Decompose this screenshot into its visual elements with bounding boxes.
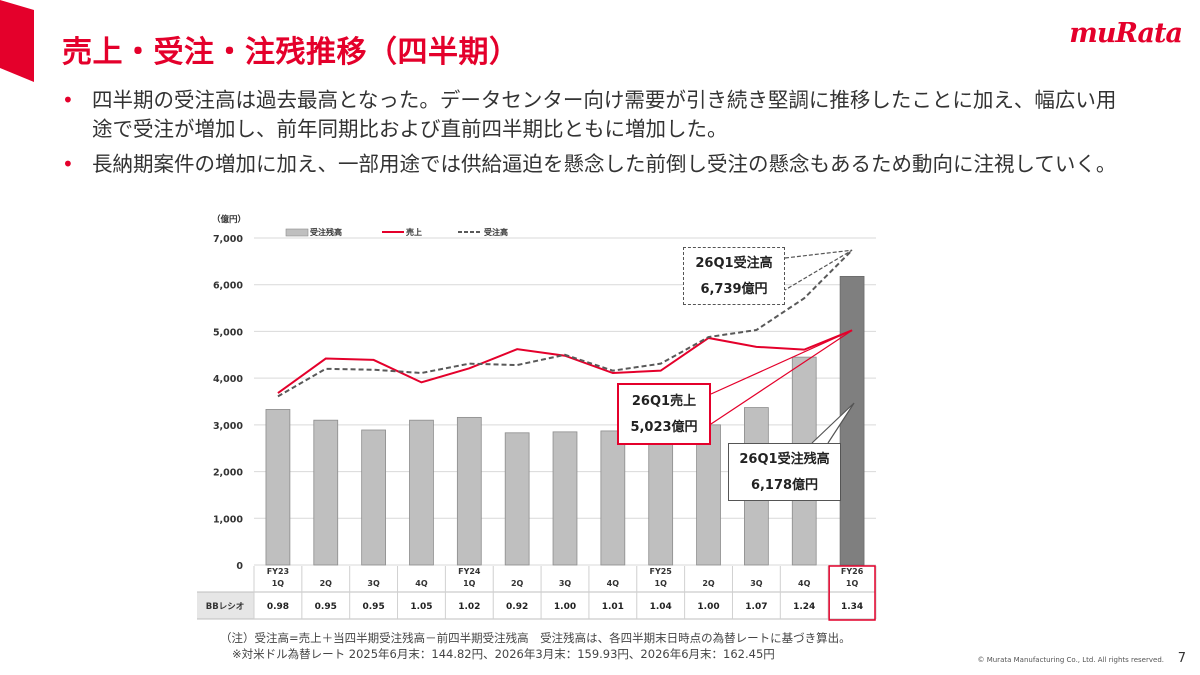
page-number: 7 — [1177, 651, 1186, 666]
x-quarter-label: 2Q — [511, 579, 524, 588]
bb-ratio-value: 1.34 — [841, 602, 863, 612]
backlog-bar — [361, 429, 386, 566]
callout-orders-leader — [784, 249, 853, 291]
bb-ratio-value: 1.01 — [602, 602, 624, 612]
x-quarter-label: 3Q — [750, 579, 763, 588]
y-tick-label: 0 — [236, 561, 243, 572]
x-quarter-label: 4Q — [798, 579, 811, 588]
x-quarter-label: 2Q — [320, 579, 333, 588]
callout-backlog: 26Q1受注残高 6,178億円 — [728, 443, 841, 501]
callout-sales-value: 5,023億円 — [630, 420, 698, 435]
latest-quarter-highlight — [828, 565, 876, 621]
callout-sales-title: 26Q1売上 — [631, 394, 697, 409]
sales-line — [277, 329, 853, 394]
bb-ratio-value: 1.00 — [554, 602, 576, 612]
x-quarter-label: 1Q — [272, 579, 285, 588]
y-tick-label: 4,000 — [213, 374, 243, 385]
corner-accent-shape — [0, 0, 34, 82]
y-tick-label: 1,000 — [213, 514, 243, 525]
legend-label-orders: 受注高 — [484, 227, 508, 237]
backlog-bar — [409, 419, 434, 566]
backlog-bar — [456, 416, 482, 566]
page-title: 売上・受注・注残推移（四半期） — [62, 35, 520, 70]
orders-line — [277, 249, 853, 398]
backlog-bar — [265, 409, 291, 566]
callout-orders-value: 6,739億円 — [700, 282, 768, 297]
x-quarter-label: 4Q — [607, 579, 620, 588]
x-fiscal-year-label: FY23 — [267, 567, 289, 576]
bb-ratio-value: 0.95 — [315, 602, 337, 612]
x-quarter-label: 3Q — [559, 579, 572, 588]
backlog-bar — [839, 275, 865, 566]
bullet-item-orders: 四半期の受注高は過去最高となった。データセンター向け需要が引き続き堅調に推移した… — [62, 86, 1132, 144]
backlog-bar — [648, 429, 674, 566]
backlog-bar — [313, 419, 339, 566]
bb-ratio-value: 0.95 — [363, 602, 385, 612]
backlog-bar — [552, 431, 578, 566]
bb-ratio-value: 1.07 — [745, 602, 767, 612]
x-quarter-label: 2Q — [702, 579, 715, 588]
bb-ratio-value: 1.05 — [410, 602, 432, 612]
bb-header-cell — [197, 592, 254, 619]
callout-backlog-value: 6,178億円 — [750, 478, 819, 493]
callout-sales: 26Q1売上 5,023億円 — [617, 383, 711, 445]
legend-label-backlog: 受注残高 — [310, 227, 342, 237]
x-quarter-label: 3Q — [367, 579, 380, 588]
y-tick-label: 2,000 — [213, 468, 243, 479]
x-fiscal-year-label: FY25 — [649, 567, 672, 576]
x-quarter-label: 4Q — [415, 579, 428, 588]
bb-ratio-value: 1.04 — [650, 602, 672, 612]
y-tick-label: 3,000 — [213, 421, 243, 432]
backlog-bar — [504, 432, 530, 566]
bb-ratio-value: 1.02 — [458, 602, 480, 612]
bullet-list: 四半期の受注高は過去最高となった。データセンター向け需要が引き続き堅調に推移した… — [62, 86, 1132, 185]
fx-rate-note: ※対米ドル為替レート 2025年6月末：144.82円、2026年3月末：159… — [232, 647, 775, 661]
callout-sales-leader — [710, 329, 853, 425]
y-tick-label: 7,000 — [213, 234, 243, 245]
bb-ratio-value: 0.92 — [506, 602, 528, 612]
legend-swatch-backlog — [285, 228, 309, 237]
callout-backlog-leader — [811, 402, 855, 444]
x-quarter-label: 1Q — [846, 579, 859, 588]
murata-logo: muRata — [1069, 18, 1183, 49]
bullet-item-outlook: 長納期案件の増加に加え、一部用途では供給逼迫を懸念した前倒し受注の懸念もあるため… — [62, 150, 1132, 179]
bb-ratio-value: 0.98 — [267, 602, 289, 612]
x-quarter-label: 1Q — [463, 579, 476, 588]
legend-label-sales: 売上 — [406, 227, 422, 237]
backlog-bar — [696, 424, 721, 566]
bb-ratio-value: 1.00 — [697, 602, 719, 612]
bb-ratio-value: 1.24 — [793, 602, 815, 612]
x-quarter-label: 1Q — [655, 579, 668, 588]
callout-orders-title: 26Q1受注高 — [695, 256, 773, 271]
x-fiscal-year-label: FY24 — [458, 567, 481, 576]
copyright: © Murata Manufacturing Co., Ltd. All rig… — [977, 656, 1164, 664]
y-tick-label: 6,000 — [213, 281, 243, 292]
callout-orders: 26Q1受注高 6,739億円 — [683, 247, 785, 305]
y-unit-label: （億円） — [212, 214, 246, 225]
callout-backlog-title: 26Q1受注残高 — [739, 452, 830, 467]
x-fiscal-year-label: FY26 — [841, 567, 864, 576]
backlog-bar — [600, 430, 626, 566]
footnote: （注）受注高=売上＋当四半期受注残高－前四半期受注残高 受注残高は、各四半期末日… — [220, 631, 851, 645]
y-tick-label: 5,000 — [213, 327, 243, 338]
bb-ratio-label: BBレシオ — [206, 602, 244, 612]
